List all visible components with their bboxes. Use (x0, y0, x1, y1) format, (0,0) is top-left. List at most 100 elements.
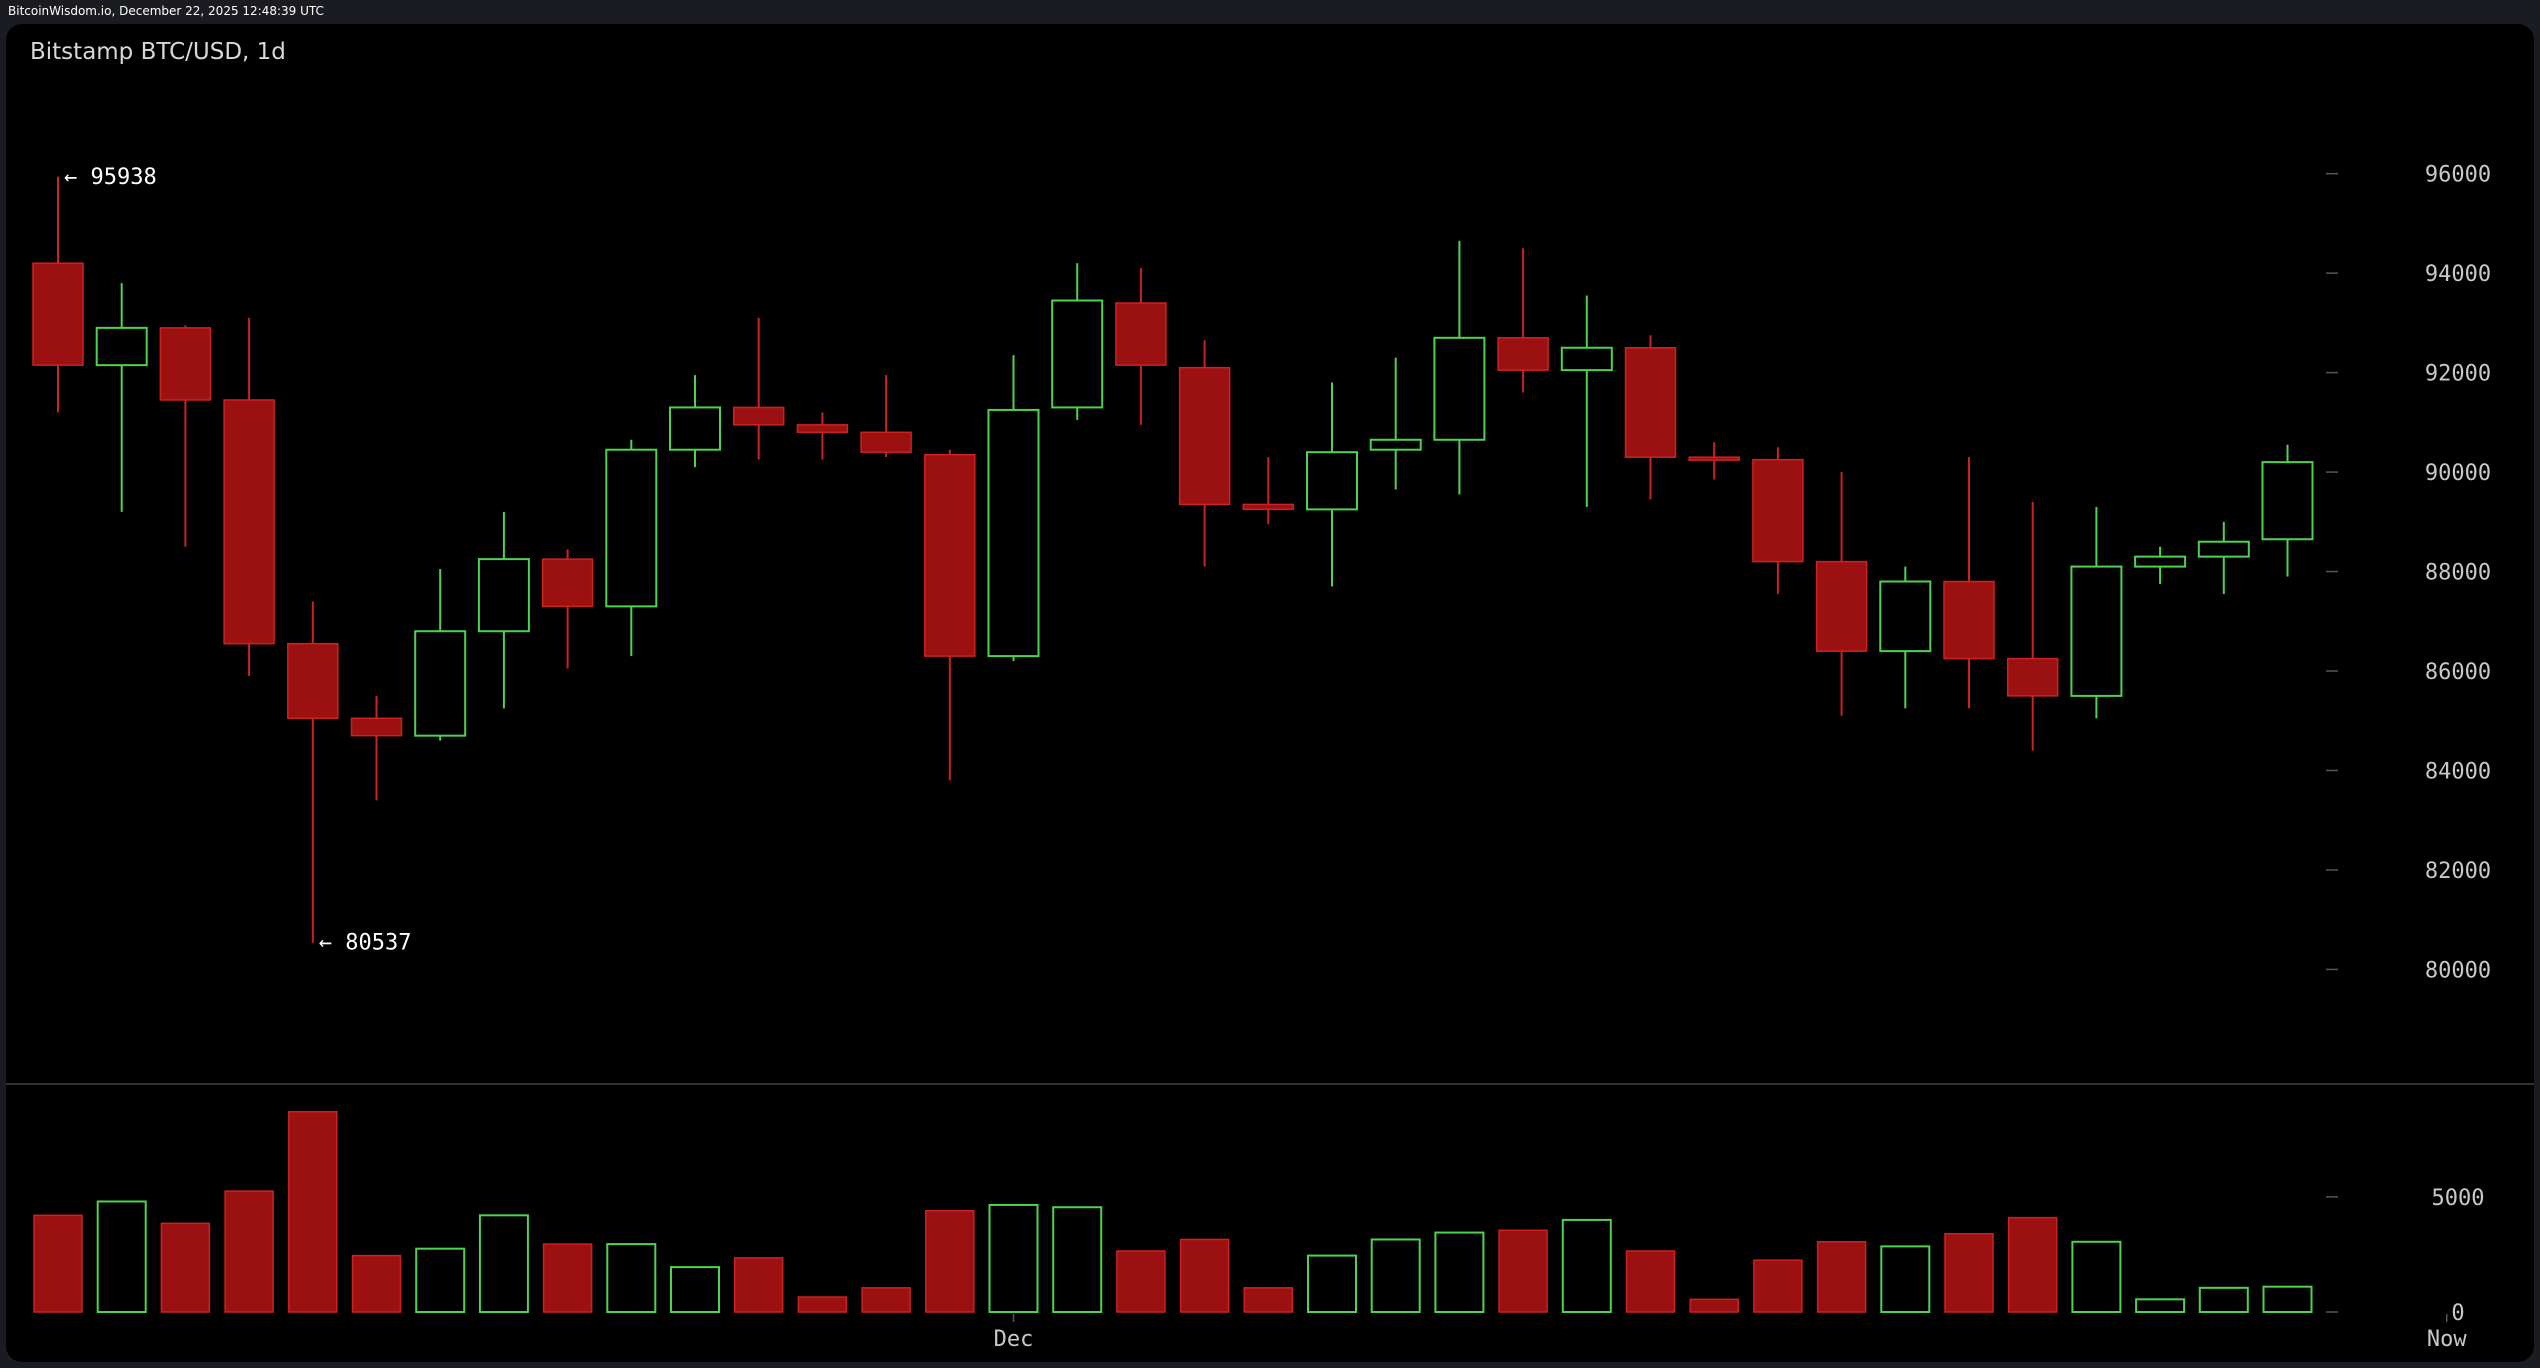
volume-bar-up (1052, 1206, 1103, 1313)
candle (1178, 340, 1231, 567)
candle (2070, 506, 2123, 719)
candle (1688, 442, 1740, 480)
volume-bar-down (1179, 1238, 1230, 1313)
volume-bar-down (1243, 1287, 1294, 1313)
candle-body-down (1624, 347, 1677, 458)
price-tick-label: 86000 (2425, 660, 2491, 685)
volume-bar-down (1625, 1250, 1676, 1313)
candle-body-up (1051, 299, 1104, 409)
volume-bar-down (33, 1214, 83, 1313)
candle (477, 511, 530, 709)
candle-body-down (32, 262, 84, 366)
volume-bar-down (1816, 1241, 1867, 1313)
candle (95, 283, 148, 512)
candle-body-up (1433, 336, 1486, 441)
candle-body-down (796, 424, 849, 434)
candle (2134, 546, 2187, 584)
price-tick-label: 84000 (2425, 759, 2491, 784)
candle-body-down (350, 717, 403, 737)
volume-bar-down (1498, 1229, 1548, 1313)
candle (414, 569, 467, 741)
candle (1051, 263, 1104, 420)
candle (1115, 268, 1167, 425)
volume-bar-down (160, 1222, 211, 1313)
candle (2006, 501, 2059, 751)
candle (1433, 240, 1486, 495)
candle-body-up (2261, 461, 2314, 541)
candle-body-up (2070, 565, 2123, 697)
candle-body-up (1560, 346, 1613, 372)
price-tick-label: 90000 (2425, 461, 2491, 486)
volume-bar-down (288, 1110, 338, 1313)
candle-body-up (1879, 580, 1932, 653)
volume-bar-up (1434, 1231, 1485, 1314)
candle-body-up (477, 558, 530, 633)
candle-body-down (1688, 456, 1740, 461)
candle (32, 176, 84, 413)
candle-body-down (1178, 366, 1231, 506)
price-tick-label: 92000 (2425, 362, 2491, 387)
candle (541, 549, 594, 669)
candle-body-up (414, 630, 467, 737)
candle-body-down (541, 558, 594, 608)
volume-bar-up (2262, 1285, 2313, 1314)
candle (1879, 566, 1932, 709)
time-tick-label: Dec (994, 1327, 1034, 1352)
volume-bar-down (925, 1209, 975, 1313)
volume-bar-up (478, 1214, 529, 1314)
candle-body-down (1242, 503, 1295, 511)
candle-body-down (287, 642, 339, 720)
volume-tick-label: 0 (2451, 1301, 2464, 1326)
candle-body-down (1752, 458, 1804, 563)
volume-axis: 5000 0 (2326, 1186, 2484, 1326)
candle (1560, 295, 1613, 507)
candle (1369, 357, 1422, 490)
candle (350, 695, 403, 801)
candle-body-up (2197, 540, 2250, 558)
chart-panel[interactable]: Bitstamp BTC/USD, 1d 96000 94000 92000 9000… (6, 24, 2534, 1362)
volume-bar-up (96, 1200, 147, 1314)
price-tick-label: 82000 (2425, 859, 2491, 884)
chart-title: Bitstamp BTC/USD, 1d (30, 39, 286, 65)
volume-tick-label: 5000 (2432, 1186, 2485, 1211)
candle (1752, 447, 1804, 594)
candle-body-down (1497, 337, 1549, 371)
candle-body-down (924, 453, 976, 657)
volume-bar-down (733, 1257, 784, 1313)
candle (987, 355, 1040, 662)
candle (732, 317, 785, 460)
volume-bar-up (2198, 1286, 2249, 1313)
candle (2197, 521, 2250, 594)
candle-body-up (2134, 555, 2187, 568)
candle-body-up (987, 408, 1040, 658)
price-tick-label: 96000 (2425, 163, 2491, 188)
candle-body-down (159, 327, 212, 401)
candle (223, 317, 275, 676)
volume-bar-down (1944, 1232, 1994, 1313)
volume-bar-down (1753, 1259, 1803, 1313)
candle (1306, 382, 1358, 587)
candles (32, 176, 2314, 943)
candlestick-chart[interactable]: Bitstamp BTC/USD, 1d 96000 94000 92000 9000… (6, 24, 2534, 1362)
candle (796, 412, 849, 460)
volume-bar-up (2135, 1298, 2186, 1313)
price-tick-label: 94000 (2425, 262, 2491, 287)
candle (287, 601, 339, 943)
volume-bar-up (988, 1203, 1039, 1314)
volume-bar-up (1307, 1254, 1357, 1313)
price-extreme-label: ← 80537 (319, 931, 412, 956)
volume-bar-up (670, 1266, 720, 1313)
volume-bar-down (861, 1287, 911, 1313)
volume-bar-up (415, 1247, 466, 1313)
candle-body-up (669, 406, 721, 451)
volume-bar-up (1370, 1238, 1421, 1313)
price-extreme-label: ← 95938 (64, 165, 157, 190)
price-tick-label: 88000 (2425, 561, 2491, 586)
time-tick-label: Now (2427, 1327, 2467, 1352)
candle (860, 375, 912, 458)
volume-bars (33, 1110, 2313, 1314)
candle-body-down (1815, 560, 1868, 652)
candle (605, 439, 658, 657)
volume-bar-down (542, 1243, 593, 1313)
price-axis: 96000 94000 92000 90000 88000 86000 84000 82000… (2326, 163, 2491, 983)
